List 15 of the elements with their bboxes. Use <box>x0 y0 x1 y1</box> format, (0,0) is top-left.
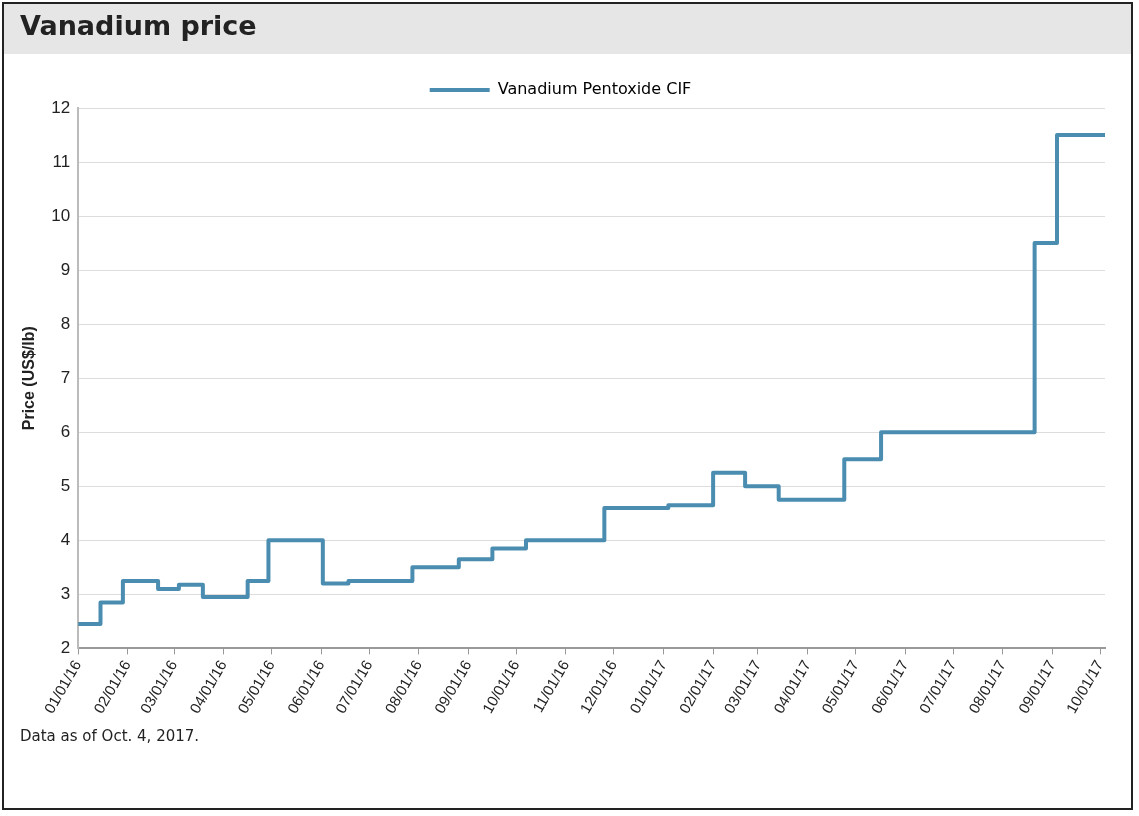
chart-title: Vanadium price <box>4 4 1131 54</box>
y-tick-label: 3 <box>60 584 71 604</box>
text: Data as of Oct. 4, 2017. <box>20 726 201 746</box>
legend-label: Vanadium Pentoxide CIF <box>497 79 692 99</box>
y-tick-label: 10 <box>51 205 71 225</box>
y-tick-label: 7 <box>60 367 71 387</box>
y-tick-label: 5 <box>60 475 71 495</box>
y-tick-label: 9 <box>60 259 71 279</box>
y-axis-title: Price (US$/lb) <box>20 326 38 431</box>
y-tick-label: 6 <box>60 421 71 441</box>
y-tick-label: 12 <box>51 97 71 117</box>
y-tick-label: 2 <box>60 638 71 658</box>
y-tick-label: 4 <box>60 530 71 550</box>
y-tick-label: 11 <box>52 151 71 171</box>
y-tick-label: 8 <box>60 313 71 333</box>
